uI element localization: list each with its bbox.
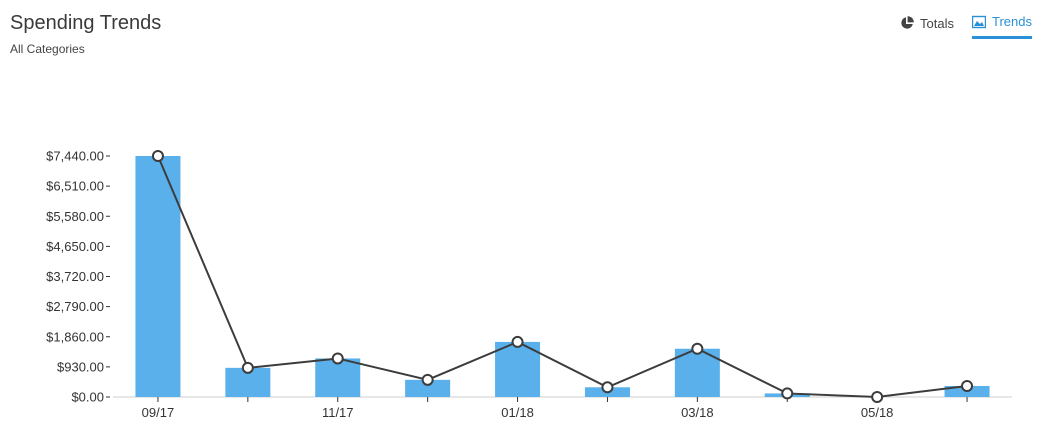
bar[interactable] [405,379,451,397]
trend-point[interactable] [331,352,344,365]
chart-header: Spending Trends All Categories [10,10,161,56]
x-tick-label: 09/17 [142,405,175,420]
trend-line-series [151,150,974,403]
y-tick-label: $6,510.00 [46,179,104,194]
y-tick-label: $0.00 [71,390,104,405]
image-chart-icon [972,15,987,29]
trend-point[interactable] [961,379,974,392]
y-tick-label: $1,860.00 [46,329,104,344]
page-subtitle: All Categories [10,42,85,56]
x-tick-label: 11/17 [322,405,354,420]
y-tick-label: $4,650.00 [46,239,104,254]
x-tick-label: 03/18 [681,405,714,420]
y-tick-label: $7,440.00 [46,149,104,164]
page-title: Spending Trends [10,12,162,34]
y-tick-label: $5,580.00 [46,209,104,224]
trend-point[interactable] [601,381,614,394]
x-tick-label: 05/18 [861,405,894,420]
x-tick-label: 01/18 [501,405,534,420]
y-tick-label: $2,790.00 [46,299,104,314]
view-tabs: Totals Trends [900,14,1032,39]
bar-series [135,156,990,397]
bar[interactable] [315,358,361,397]
trend-line [157,155,968,399]
y-axis: $0.00 $930.00 $1,860.00 $2,790.00 $3,720.00 $… [46,149,110,405]
trend-point[interactable] [421,373,434,386]
trend-point[interactable] [781,387,794,400]
tab-trends[interactable]: Trends [972,14,1032,39]
bar[interactable] [135,156,181,397]
trend-point[interactable] [511,335,524,348]
tab-totals[interactable]: Totals [900,14,954,39]
y-tick-label: $3,720.00 [46,269,104,284]
trend-point[interactable] [871,391,884,403]
bar[interactable] [495,341,541,397]
tab-trends-label: Trends [992,14,1032,29]
trend-point[interactable] [151,150,164,162]
y-tick-label: $930.00 [57,359,104,374]
trend-point[interactable] [241,361,254,374]
trend-point[interactable] [691,342,704,355]
pie-chart-icon [900,16,914,30]
tab-totals-label: Totals [920,15,955,31]
